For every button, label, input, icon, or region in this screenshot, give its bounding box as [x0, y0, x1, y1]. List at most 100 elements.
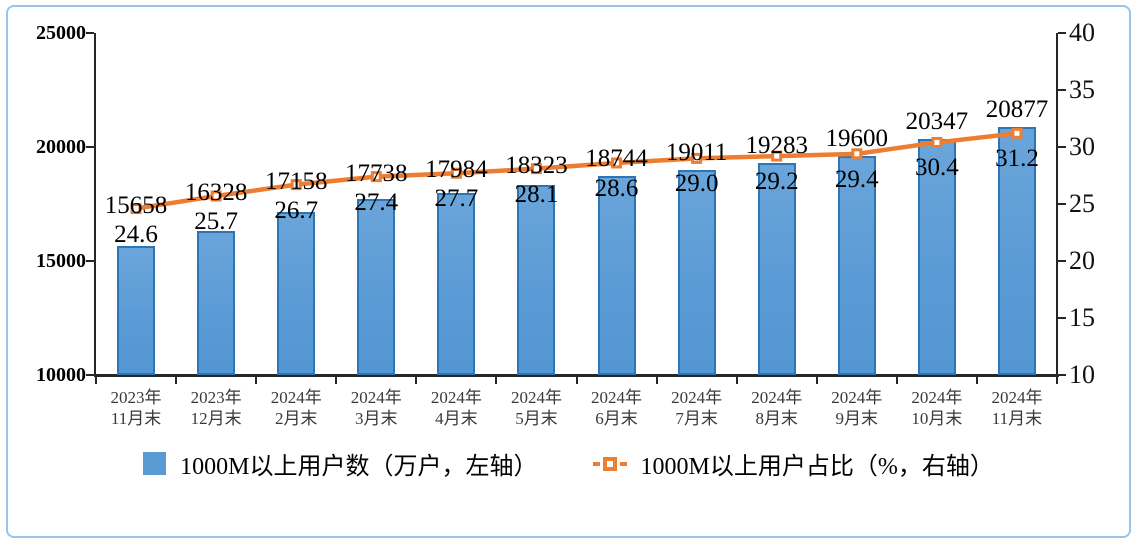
y-axis-tick-label-right: 25 [1069, 189, 1095, 218]
right-axis-tick-mark [1058, 203, 1066, 205]
x-axis-label: 2023年 12月末 [190, 388, 242, 428]
right-axis-tick-mark [1058, 374, 1066, 376]
line-point-label: 29.0 [674, 170, 719, 198]
y-axis-right [1056, 33, 1058, 377]
bar [357, 198, 396, 375]
line-point-label: 29.4 [834, 165, 879, 193]
x-axis-label: 2024年 2月末 [270, 388, 322, 428]
y-axis-tick-label-left: 10000 [36, 364, 86, 386]
line-point-label: 27.7 [434, 185, 479, 213]
bar-value-label: 15658 [104, 191, 168, 219]
bar [437, 192, 476, 375]
bar-value-label: 18744 [585, 144, 648, 172]
trend-line [135, 131, 1018, 211]
bar [837, 156, 876, 375]
bar-value-label: 16328 [184, 179, 248, 207]
y-axis-tick-label-right: 15 [1069, 303, 1095, 332]
y-axis-tick-label-right: 35 [1069, 75, 1095, 104]
x-axis-tick-mark [415, 376, 418, 384]
line-point-marker-center [293, 182, 299, 188]
bar-value-label: 17158 [264, 167, 328, 195]
x-axis-tick-mark [95, 376, 97, 384]
line-point-label: 28.1 [514, 180, 559, 208]
legend-item-bar-series: 1000M以上用户数（万户，左轴） [143, 446, 538, 481]
x-axis-tick-mark [575, 376, 578, 384]
line-point-label: 26.7 [274, 196, 319, 224]
y-axis-tick-label-right: 30 [1069, 132, 1095, 161]
x-axis-label: 2024年 9月末 [831, 388, 883, 428]
x-axis-tick-mark [975, 376, 978, 384]
legend-item-line-series: 1000M以上用户占比（%，右轴） [592, 446, 994, 481]
legend: 1000M以上用户数（万户，左轴） 1000M以上用户占比（%，右轴） [0, 446, 1137, 481]
x-axis-label: 2023年 11月末 [110, 388, 162, 428]
line-point-marker-center [614, 160, 620, 166]
right-axis-tick-mark [1058, 89, 1066, 91]
bar-value-label: 20877 [985, 96, 1049, 123]
x-axis-label: 2024年 8月末 [751, 388, 803, 428]
line-point-label: 24.6 [114, 220, 158, 248]
right-axis-tick-mark [1058, 317, 1066, 319]
y-axis-tick-label-left: 20000 [36, 136, 86, 158]
left-axis-tick-mark [86, 374, 94, 376]
line-point-marker-center [854, 151, 860, 157]
right-axis-tick-mark [1058, 32, 1066, 34]
line-point-marker-center [774, 153, 780, 159]
x-axis-label: 2024年 7月末 [671, 388, 723, 428]
y-axis-tick-label-left: 25000 [36, 22, 86, 44]
right-axis-tick-mark [1058, 146, 1066, 148]
x-axis-tick-mark [495, 376, 498, 384]
left-axis-tick-mark [86, 32, 94, 34]
line-point-marker-center [934, 139, 940, 145]
line-series-legend-label: 1000M以上用户占比（%，右轴） [640, 454, 994, 480]
line-point-marker-center [533, 166, 539, 172]
x-axis-tick-mark [255, 376, 258, 384]
line-point-marker-center [453, 170, 459, 176]
bar-value-label: 19283 [745, 132, 808, 160]
bar [677, 169, 716, 375]
line-point-label: 29.2 [754, 168, 799, 196]
x-axis-label: 2024年 4月末 [430, 388, 482, 428]
x-axis-tick-mark [175, 376, 178, 384]
left-axis-tick-mark [86, 260, 94, 262]
right-axis-tick-mark [1058, 260, 1066, 262]
x-axis-label: 2024年 10月末 [911, 388, 963, 428]
line-series-marker-icon [592, 456, 627, 471]
y-axis-tick-label-right: 10 [1069, 360, 1095, 389]
x-axis-label: 2024年 3月末 [350, 388, 402, 428]
bar-value-label: 17738 [345, 159, 408, 187]
bar-value-label: 18323 [505, 151, 568, 179]
line-point-marker-center [694, 155, 700, 161]
line-point-label: 30.4 [915, 154, 959, 182]
line-point-marker-center [133, 206, 139, 212]
line-point-marker-center [373, 174, 379, 180]
line-point-marker-center [1014, 130, 1020, 136]
line-point-label: 28.6 [594, 174, 639, 202]
bar [197, 230, 236, 375]
y-axis-tick-label-left: 15000 [36, 250, 86, 272]
bar [117, 245, 156, 375]
x-axis-label: 2024年 6月末 [591, 388, 643, 428]
bar-series-legend-label: 1000M以上用户数（万户，左轴） [180, 454, 538, 480]
y-axis-tick-label-right: 40 [1069, 18, 1095, 47]
x-axis-tick-mark [895, 376, 898, 384]
x-axis-tick-mark [1056, 376, 1058, 384]
bar [517, 185, 556, 375]
line-point-label: 31.2 [995, 145, 1039, 173]
x-axis-label: 2024年 5月末 [510, 388, 562, 428]
x-axis-tick-mark [335, 376, 338, 384]
bar-value-label: 19600 [825, 125, 889, 153]
bar [597, 175, 636, 375]
x-axis-tick-mark [735, 376, 738, 384]
bar [757, 163, 796, 375]
x-axis-tick-mark [815, 376, 818, 384]
bar [997, 127, 1036, 375]
y-axis-left [94, 33, 96, 377]
bar-value-label: 19011 [665, 138, 728, 166]
bar-value-label: 20347 [905, 108, 969, 136]
x-axis-label: 2024年 11月末 [991, 388, 1043, 428]
left-axis-tick-mark [86, 146, 94, 148]
bar [277, 211, 316, 375]
line-point-label: 27.4 [354, 188, 399, 216]
